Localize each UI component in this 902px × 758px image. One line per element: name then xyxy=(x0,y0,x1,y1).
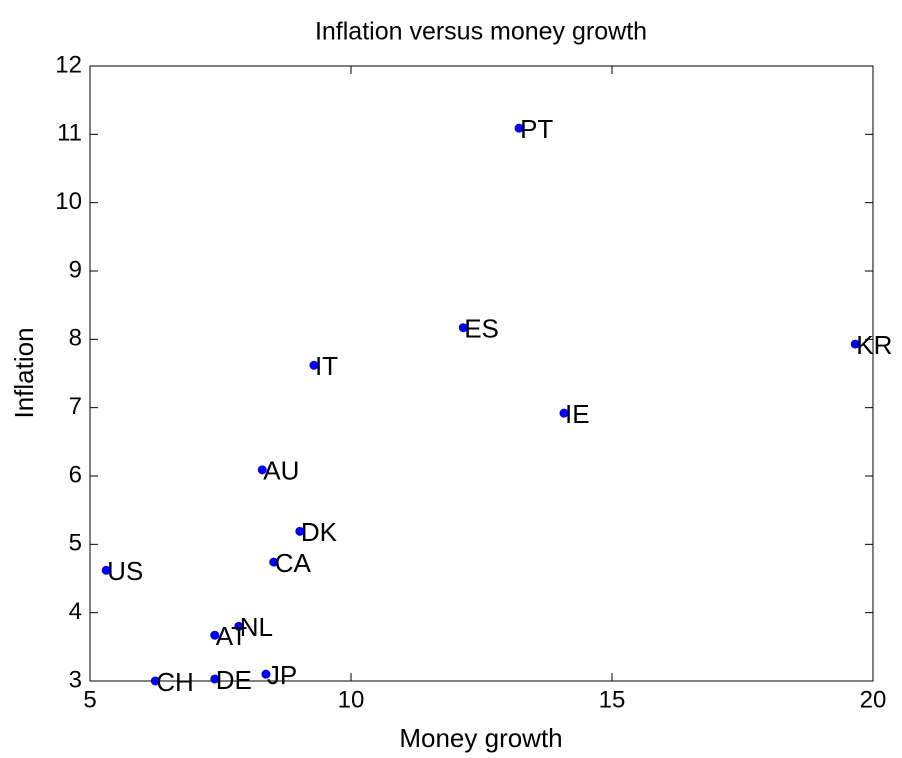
point xyxy=(257,465,267,475)
point xyxy=(101,565,111,575)
point xyxy=(309,360,319,370)
point-label: US xyxy=(107,556,143,586)
x-tick-label: 15 xyxy=(599,686,626,713)
x-tick-label: 20 xyxy=(860,686,887,713)
y-tick-label: 6 xyxy=(69,461,82,488)
y-tick-label: 9 xyxy=(69,256,82,283)
point xyxy=(458,323,468,333)
y-tick-label: 10 xyxy=(55,188,82,215)
point xyxy=(210,674,220,684)
y-tick-label: 12 xyxy=(55,51,82,78)
point-label: IT xyxy=(315,351,338,381)
y-tick-label: 4 xyxy=(69,598,82,625)
y-tick-label: 3 xyxy=(69,666,82,693)
point xyxy=(514,123,524,133)
point xyxy=(234,621,244,631)
point-label: IE xyxy=(565,399,590,429)
point xyxy=(261,669,271,679)
x-tick-label: 10 xyxy=(338,686,365,713)
point xyxy=(850,339,860,349)
point xyxy=(210,630,220,640)
y-tick-label: 7 xyxy=(69,393,82,420)
point xyxy=(295,526,305,536)
point xyxy=(559,408,569,418)
y-tick-label: 11 xyxy=(57,120,82,147)
point-label: CH xyxy=(156,667,194,697)
point-label: KR xyxy=(856,330,892,360)
y-tick-label: 8 xyxy=(69,325,82,352)
x-tick-label: 5 xyxy=(83,686,96,713)
point-label: DE xyxy=(216,665,252,695)
point xyxy=(150,676,160,686)
point-label: AU xyxy=(263,456,299,486)
point xyxy=(269,557,279,567)
point-label: PT xyxy=(520,114,553,144)
y-tick-label: 5 xyxy=(69,530,82,557)
chart-title: Inflation versus money growth xyxy=(315,18,647,46)
y-axis-label: Inflation xyxy=(9,327,39,418)
point-label: CA xyxy=(275,548,312,578)
x-axis-label: Money growth xyxy=(399,723,562,753)
point-label: NL xyxy=(240,612,273,642)
point-label: AT xyxy=(216,621,247,651)
plot-frame xyxy=(89,65,874,682)
point-label: ES xyxy=(464,314,499,344)
point-label: DK xyxy=(301,517,338,547)
point-label: JP xyxy=(267,660,297,690)
